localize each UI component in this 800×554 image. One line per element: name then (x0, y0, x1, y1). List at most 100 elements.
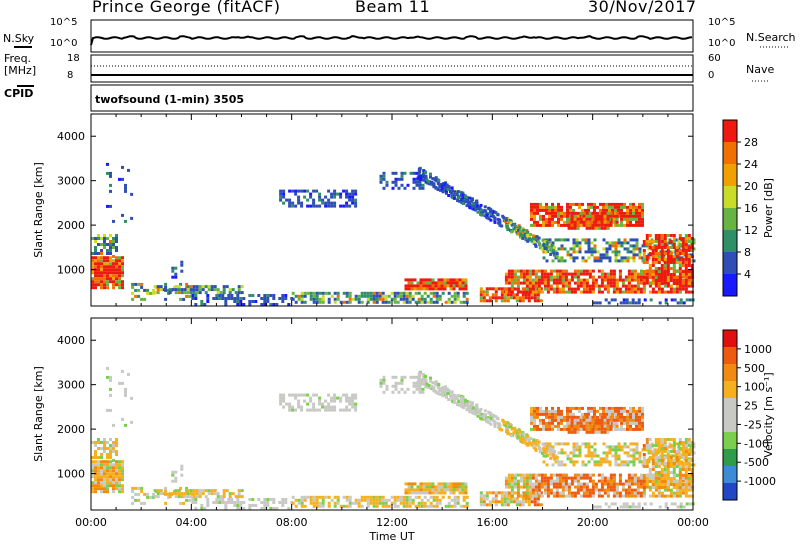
scatter-cell (417, 291, 421, 295)
scatter-cell (482, 497, 486, 501)
scatter-cell (605, 406, 608, 410)
scatter-cell (118, 283, 121, 287)
scatter-cell (453, 300, 457, 304)
scatter-cell (678, 453, 682, 456)
scatter-cell (531, 287, 535, 291)
scatter-cell (636, 284, 640, 288)
scatter-cell (591, 479, 595, 483)
scatter-cell (548, 415, 551, 419)
scatter-cell (504, 482, 508, 486)
scatter-cell (632, 418, 635, 422)
scatter-cell (672, 438, 676, 441)
scatter-cell (547, 245, 551, 249)
scatter-cell (294, 498, 298, 502)
scatter-cell (625, 505, 629, 509)
scatter-cell (625, 502, 629, 506)
scatter-cell (678, 258, 682, 261)
scatter-cell (666, 273, 670, 276)
scatter-cell (555, 485, 559, 489)
scatter-cell (500, 503, 504, 507)
scatter-cell (566, 223, 569, 227)
scatter-cell (615, 424, 619, 428)
scatter-cell (579, 217, 583, 221)
scatter-cell (536, 220, 539, 224)
scatter-cell (333, 291, 337, 295)
scatter-cell (103, 481, 106, 485)
scatter-cell (297, 498, 301, 502)
scatter-cell (309, 204, 313, 208)
scatter-cell (569, 409, 572, 413)
scatter-cell (563, 451, 567, 455)
scatter-cell (519, 229, 523, 233)
scatter-cell (390, 291, 394, 295)
scatter-cell (663, 465, 667, 468)
scatter-cell (272, 294, 276, 297)
scatter-cell (620, 460, 624, 464)
scatter-cell (394, 177, 398, 181)
scatter-cell (450, 300, 454, 304)
scatter-cell (112, 472, 115, 476)
scatter-cell (651, 282, 655, 285)
scatter-cell (294, 393, 298, 397)
scatter-cell (633, 494, 637, 498)
scatter-cell (603, 226, 607, 230)
scatter-cell (519, 485, 523, 489)
scatter-cell (450, 395, 453, 399)
scatter-cell (312, 300, 316, 304)
scatter-cell (531, 278, 535, 282)
scatter-cell (663, 494, 667, 498)
scatter-cell (548, 208, 551, 212)
scatter-cell (510, 275, 514, 279)
scatter-cell (424, 174, 428, 178)
scatter-cell (654, 483, 658, 486)
scatter-cell (642, 477, 646, 480)
scatter-cell (648, 270, 652, 273)
scatter-cell (576, 473, 580, 477)
scatter-cell (567, 482, 571, 486)
scatter-cell (536, 409, 539, 413)
scatter-cell (348, 498, 352, 502)
scatter-cell (159, 489, 163, 493)
scatter-cell (608, 415, 611, 419)
colorbar-label: Power [dB] (762, 178, 775, 238)
scatter-cell (681, 483, 685, 486)
scatter-cell (612, 482, 616, 486)
scatter-cell (572, 406, 575, 410)
scatter-cell (663, 252, 667, 255)
scatter-cell (351, 297, 355, 301)
scatter-cell (294, 396, 298, 400)
scatter-cell (579, 211, 583, 215)
scatter-cell (678, 488, 682, 492)
scatter-cell (106, 472, 109, 476)
scatter-cell (294, 300, 298, 304)
scatter-cell (606, 424, 610, 428)
scatter-cell (587, 208, 590, 212)
scatter-cell (478, 206, 482, 210)
scatter-cell (336, 498, 340, 502)
scatter-cell (539, 208, 542, 212)
scatter-cell (149, 495, 153, 499)
scatter-cell (578, 415, 581, 419)
scatter-cell (321, 291, 325, 295)
scatter-cell (312, 405, 316, 409)
colorbar-swatch (723, 398, 737, 416)
scatter-cell (351, 396, 355, 400)
scatter-cell (662, 250, 666, 254)
scatter-cell (641, 421, 644, 425)
scatter-cell (504, 275, 508, 279)
scatter-cell (609, 473, 613, 477)
scatter-cell (121, 463, 124, 467)
scatter-cell (609, 281, 613, 285)
scatter-cell (534, 473, 538, 477)
scatter-cell (382, 174, 386, 178)
scatter-cell (413, 482, 417, 486)
scatter-cell (327, 402, 331, 406)
scatter-cell (94, 456, 97, 459)
scatter-cell (540, 494, 544, 498)
ytick-label: 4000 (57, 130, 85, 143)
scatter-cell (303, 399, 307, 403)
scatter-cell (435, 504, 439, 508)
scatter-cell (351, 393, 355, 397)
scatter-cell (510, 482, 514, 486)
scatter-cell (549, 278, 553, 282)
